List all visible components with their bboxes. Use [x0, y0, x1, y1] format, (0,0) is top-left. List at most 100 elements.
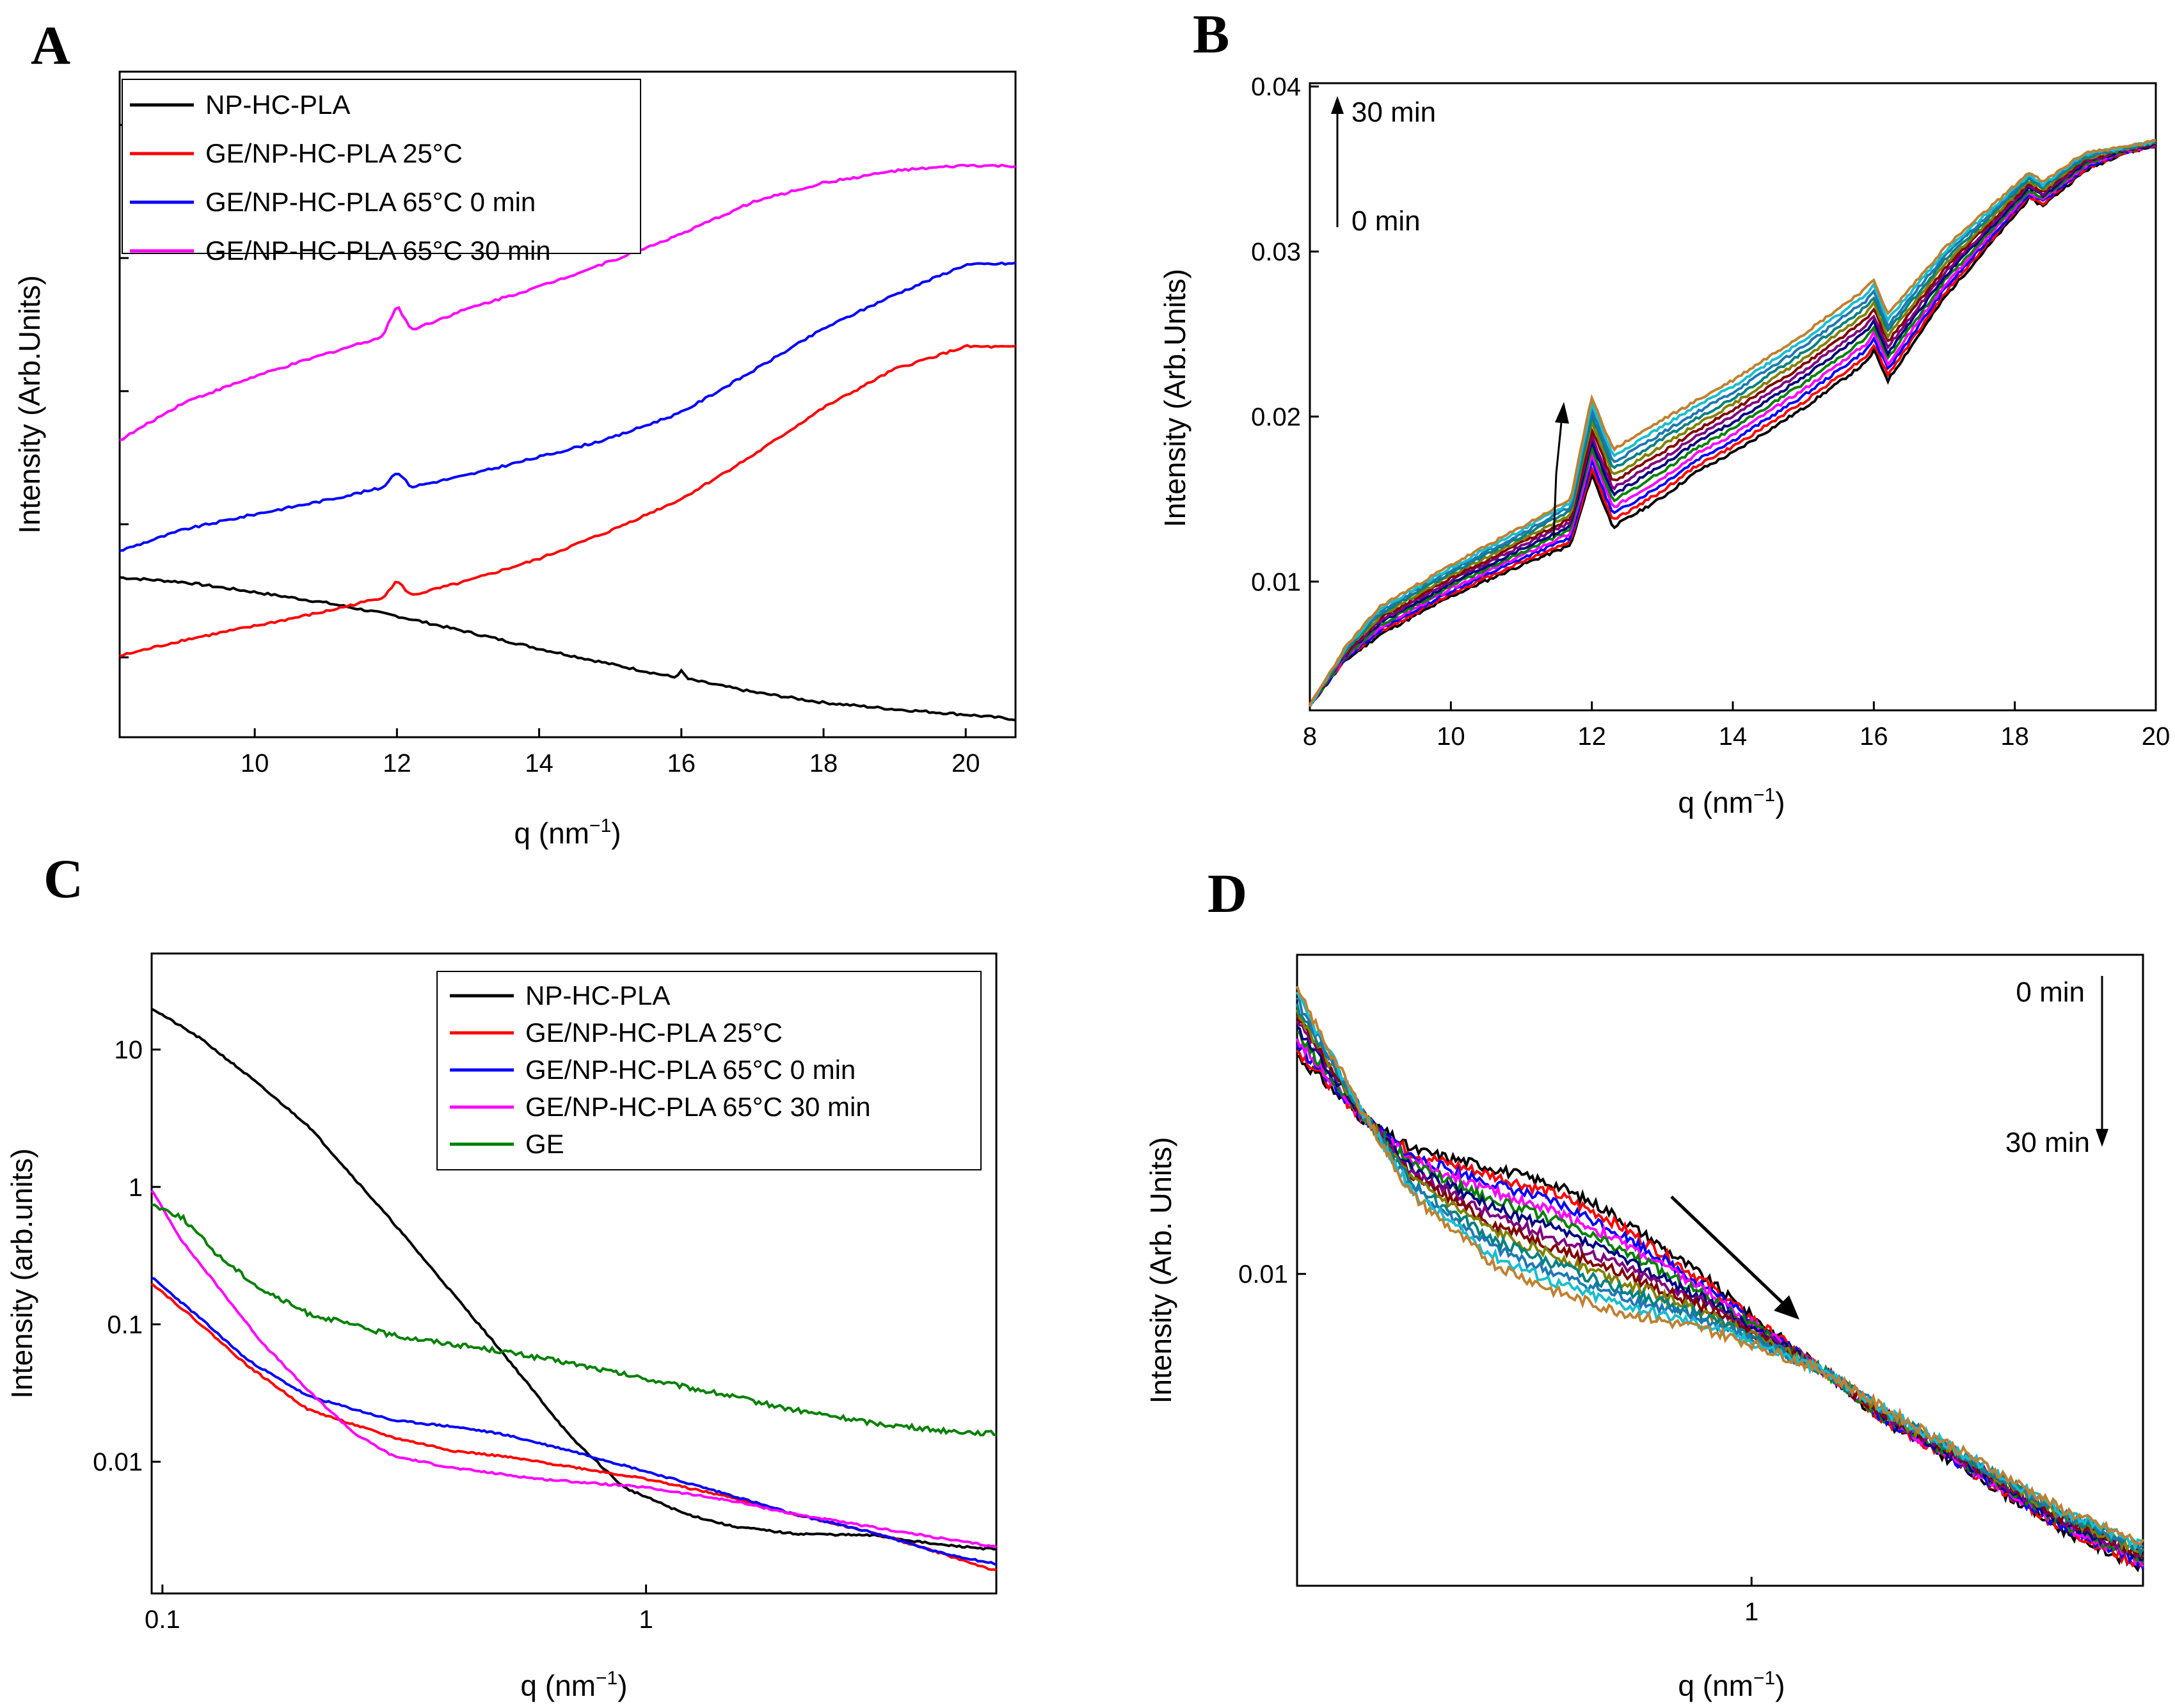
a-xtick-label-0: 10: [241, 749, 269, 778]
series-b-7: [1309, 141, 2156, 705]
plot-frame-c: [150, 952, 998, 1595]
a-xtick-label-5: 20: [952, 749, 980, 778]
legend-a: NP-HC-PLA GE/NP-HC-PLA 25°C GE/NP-HC-PLA 6…: [130, 90, 551, 266]
a-xtick-label-4: 18: [809, 749, 838, 778]
c-xtick-label-1: 1: [639, 1606, 653, 1634]
annotation-0min-d: 0 min: [2016, 977, 2085, 1008]
series-a-3: [119, 163, 1016, 442]
panel-label-a: A: [31, 15, 70, 76]
time-arrow-b: [1331, 96, 1344, 227]
panel-label-d: D: [1207, 863, 1247, 924]
b-xtick-label-0: 8: [1303, 722, 1317, 751]
annotation-0min-b: 0 min: [1351, 205, 1421, 237]
series-d-9: [1296, 1003, 2144, 1558]
series-d-11: [1296, 991, 2144, 1552]
b-xtick-label-2: 12: [1577, 722, 1606, 751]
series-c-0: [151, 1007, 997, 1551]
y-axis-label-d: Intensity (Arb. Units): [1144, 1137, 1177, 1404]
c-ytick-label-1: 0.1: [107, 1311, 143, 1339]
c-legend-label-1: GE/NP-HC-PLA 25°C: [525, 1018, 783, 1048]
b-xtick-label-5: 18: [2000, 722, 2029, 751]
c-legend-label-4: GE: [525, 1129, 564, 1159]
x-axis-label-c: q (nm−1): [520, 1668, 627, 1702]
series-d-5: [1296, 1026, 2144, 1562]
series-b-6: [1309, 142, 2156, 705]
series-d-12: [1296, 986, 2144, 1547]
d-xtick-label-0: 1: [1744, 1598, 1758, 1626]
a-legend-label-0: NP-HC-PLA: [205, 90, 350, 120]
ticks-d: 10.01: [1238, 1261, 1758, 1626]
c-legend-label-2: GE/NP-HC-PLA 65°C 0 min: [525, 1055, 856, 1085]
series-b-10: [1309, 140, 2156, 708]
time-arrow-d: [2096, 976, 2108, 1147]
c-legend-label-0: NP-HC-PLA: [525, 980, 670, 1010]
a-legend-label-3: GE/NP-HC-PLA 65°C 30 min: [205, 235, 551, 266]
ticks-c: 0.1 1 0.01 0.1 1 10: [93, 1036, 653, 1634]
series-c-4: [151, 1203, 997, 1437]
series-b-0: [1309, 145, 2156, 706]
series-b-5: [1309, 143, 2156, 706]
plot-frame-a: [118, 70, 1017, 738]
c-ytick-label-3: 10: [115, 1036, 143, 1064]
panel-label-b: B: [1193, 3, 1229, 65]
series-b-1: [1309, 143, 2156, 706]
panel-c: C 0.1 1 0.01 0.1 1 10 NP-HC-PLA GE/NP-HC-PLA 2…: [5, 848, 998, 1702]
series-group-a: [119, 163, 1016, 722]
series-d-8: [1296, 1009, 2144, 1554]
legend-box-c: [436, 971, 982, 1170]
y-axis-label-a: Intensity (Arb.Units): [13, 275, 46, 534]
b-ytick-label-3: 0.04: [1251, 73, 1301, 101]
b-xtick-label-3: 14: [1719, 722, 1748, 751]
series-b-4: [1309, 143, 2156, 706]
c-ytick-label-2: 1: [129, 1174, 143, 1202]
series-b-2: [1309, 145, 2156, 706]
b-ytick-label-2: 0.03: [1251, 238, 1301, 266]
series-group-b: [1309, 139, 2156, 708]
c-legend-label-3: GE/NP-HC-PLA 65°C 30 min: [525, 1092, 871, 1122]
annotation-30min-b: 30 min: [1351, 97, 1436, 128]
x-axis-label-a: q (nm−1): [514, 815, 621, 850]
a-legend-label-2: GE/NP-HC-PLA 65°C 0 min: [205, 187, 536, 217]
series-c-2: [151, 1277, 997, 1567]
a-xtick-label-1: 12: [383, 749, 411, 778]
y-axis-label-b: Intensity (Arb.Units): [1158, 269, 1191, 527]
series-c-3: [150, 1190, 998, 1549]
b-xtick-label-6: 20: [2142, 722, 2171, 751]
c-ytick-label-0: 0.01: [93, 1448, 143, 1476]
series-d-10: [1296, 996, 2144, 1549]
a-xtick-label-2: 14: [525, 749, 554, 778]
b-xtick-label-1: 10: [1437, 722, 1465, 751]
b-ytick-label-0: 0.01: [1251, 568, 1301, 596]
d-ytick-label-0: 0.01: [1238, 1261, 1288, 1289]
panel-a: A 10 12 14 16 18 20 NP-HC-PLA GE/NP-HC-PLA 25°…: [13, 15, 1017, 850]
series-group-d: [1296, 986, 2144, 1573]
x-axis-label-b: q (nm−1): [1678, 785, 1785, 819]
legend-box-a: [122, 79, 641, 254]
trend-arrow-d: [1670, 1195, 1799, 1320]
series-d-7: [1296, 1014, 2144, 1560]
y-axis-label-c: Intensity (arb.units): [5, 1148, 38, 1398]
b-ytick-label-1: 0.02: [1251, 403, 1301, 431]
c-xtick-label-0: 0.1: [145, 1606, 180, 1634]
series-a-1: [119, 344, 1016, 657]
b-xtick-label-4: 16: [1860, 722, 1888, 751]
series-b-9: [1309, 140, 2156, 708]
a-xtick-label-3: 16: [667, 749, 696, 778]
x-ticks-a: 10 12 14 16 18 20: [120, 124, 980, 778]
panel-label-c: C: [44, 848, 83, 909]
a-legend-label-1: GE/NP-HC-PLA 25°C: [205, 138, 463, 168]
x-axis-label-d: q (nm−1): [1678, 1668, 1785, 1702]
ticks-b: 8 10 12 14 16 18 20 0.01 0.02 0.03 0.04: [1251, 73, 2170, 751]
peak-arrow-b: [1552, 402, 1569, 538]
series-group-c: [150, 1007, 998, 1572]
annotation-30min-d: 30 min: [2005, 1127, 2090, 1158]
series-b-12: [1309, 139, 2156, 707]
series-b-3: [1309, 144, 2156, 706]
panel-b: B 8 10 12 14 16 18 20 0.01 0.02 0.03 0.04 30 min 0…: [1158, 3, 2170, 819]
panel-d: D 10.01 0 min 30 min q (nm−1) Intensity …: [1144, 863, 2144, 1702]
series-a-2: [119, 261, 1016, 552]
legend-c: NP-HC-PLA GE/NP-HC-PLA 25°C GE/NP-HC-PLA 6…: [450, 980, 871, 1159]
series-a-0: [119, 576, 1016, 722]
plot-frame-d: [1296, 954, 2144, 1587]
